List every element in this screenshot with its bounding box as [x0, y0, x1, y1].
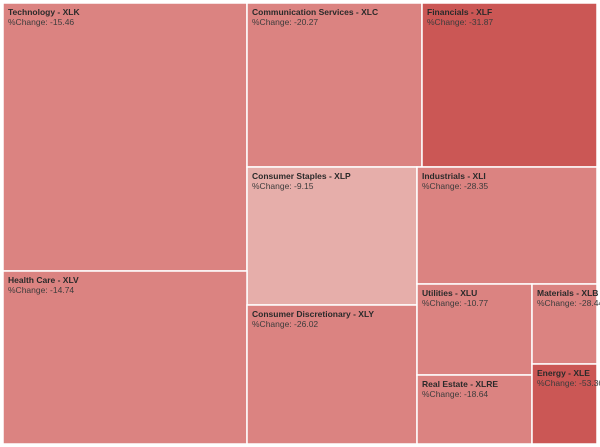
tile-label: Materials - XLB — [537, 288, 598, 298]
tile-technology-xlk[interactable]: Technology - XLK%Change: -15.46 — [2, 2, 248, 272]
tile-value-label: %Change: -9.15 — [252, 181, 314, 191]
tile-value-label: %Change: -53.36 — [537, 378, 600, 388]
tile-value-label: %Change: -18.64 — [422, 389, 488, 399]
tile-label: Utilities - XLU — [422, 288, 477, 298]
tile-rect — [2, 270, 248, 445]
tile-rect — [416, 374, 533, 445]
tile-label: Real Estate - XLRE — [422, 379, 498, 389]
tile-rect — [2, 2, 248, 272]
tile-consumer-staples-xlp[interactable]: Consumer Staples - XLP%Change: -9.15 — [246, 166, 418, 306]
tile-rect — [246, 304, 418, 445]
tile-value-label: %Change: -28.44 — [537, 298, 600, 308]
tile-rect — [531, 363, 598, 445]
tile-industrials-xli[interactable]: Industrials - XLI%Change: -28.35 — [416, 166, 598, 285]
tile-rect — [246, 2, 423, 168]
tile-label: Industrials - XLI — [422, 171, 486, 181]
tile-rect — [246, 166, 418, 306]
tile-real-estate-xlre[interactable]: Real Estate - XLRE%Change: -18.64 — [416, 374, 533, 445]
tile-value-label: %Change: -14.74 — [8, 285, 74, 295]
tile-value-label: %Change: -28.35 — [422, 181, 488, 191]
tile-label: Consumer Staples - XLP — [252, 171, 351, 181]
tile-label: Technology - XLK — [8, 7, 80, 17]
tile-rect — [416, 283, 533, 376]
tile-rect — [416, 166, 598, 285]
tile-label: Health Care - XLV — [8, 275, 79, 285]
tile-communication-services-xlc[interactable]: Communication Services - XLC%Change: -20… — [246, 2, 423, 168]
tile-rect — [421, 2, 598, 168]
tile-health-care-xlv[interactable]: Health Care - XLV%Change: -14.74 — [2, 270, 248, 445]
tile-consumer-discretionary-xly[interactable]: Consumer Discretionary - XLY%Change: -26… — [246, 304, 418, 445]
tile-value-label: %Change: -31.87 — [427, 17, 493, 27]
tile-label: Energy - XLE — [537, 368, 590, 378]
tile-value-label: %Change: -26.02 — [252, 319, 318, 329]
tile-label: Consumer Discretionary - XLY — [252, 309, 374, 319]
tile-value-label: %Change: -10.77 — [422, 298, 488, 308]
tile-label: Financials - XLF — [427, 7, 492, 17]
tile-energy-xle[interactable]: Energy - XLE%Change: -53.36 — [531, 363, 600, 445]
tile-materials-xlb[interactable]: Materials - XLB%Change: -28.44 — [531, 283, 600, 365]
tile-financials-xlf[interactable]: Financials - XLF%Change: -31.87 — [421, 2, 598, 168]
tile-utilities-xlu[interactable]: Utilities - XLU%Change: -10.77 — [416, 283, 533, 376]
tile-value-label: %Change: -15.46 — [8, 17, 74, 27]
tile-value-label: %Change: -20.27 — [252, 17, 318, 27]
tile-label: Communication Services - XLC — [252, 7, 378, 17]
